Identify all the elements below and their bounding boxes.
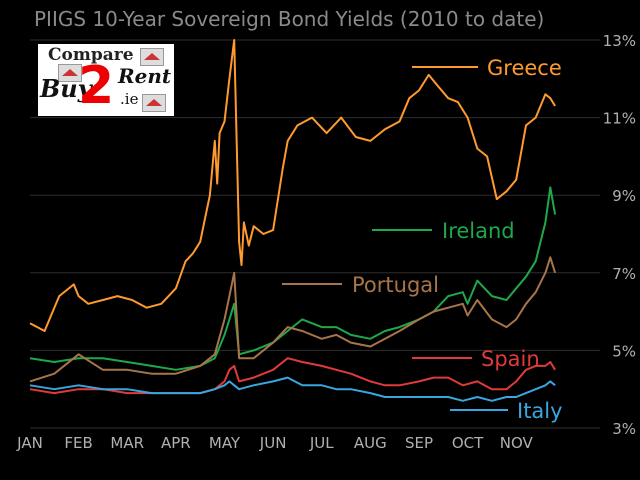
series-lines: [29, 39, 557, 402]
y-tick-label: 7%: [612, 265, 636, 283]
house-icon: [140, 48, 164, 66]
legend-label-greece: Greece: [487, 56, 562, 80]
logo-ie-text: .ie: [120, 90, 139, 108]
legend-label-spain: Spain: [481, 347, 540, 371]
house-icon: [58, 64, 82, 82]
compare-buy2rent-logo: Compare Buy 2 Rent .ie: [38, 44, 174, 116]
chart-title: PIIGS 10-Year Sovereign Bond Yields (201…: [34, 7, 544, 31]
series-line-italy: [29, 376, 556, 402]
legend-label-portugal: Portugal: [352, 273, 439, 297]
x-tick-label: AUG: [354, 434, 387, 452]
legend-label-ireland: Ireland: [442, 219, 515, 243]
x-tick-label: OCT: [452, 434, 484, 452]
y-axis-ticks: 13% 11% 9% 7% 5% 3%: [603, 32, 636, 438]
x-tick-label: JAN: [16, 434, 43, 452]
logo-rent-text: Rent: [118, 64, 172, 88]
y-tick-label: 3%: [612, 420, 636, 438]
x-tick-label: FEB: [64, 434, 92, 452]
logo-compare-text: Compare: [48, 45, 134, 65]
x-tick-label: APR: [161, 434, 191, 452]
x-tick-label: MAR: [110, 434, 144, 452]
x-tick-label: MAY: [209, 434, 241, 452]
x-axis-ticks: JAN FEB MAR APR MAY JUN JUL AUG SEP OCT NOV: [16, 434, 533, 452]
legend-labels: Greece Ireland Portugal Spain Italy: [282, 56, 563, 423]
x-tick-label: JUL: [309, 434, 334, 452]
series-line-spain: [29, 357, 556, 395]
x-tick-label: NOV: [500, 434, 534, 452]
y-tick-label: 11%: [603, 110, 636, 128]
y-tick-label: 5%: [612, 342, 636, 360]
series-line-ireland: [29, 186, 557, 371]
series-line-portugal: [29, 256, 557, 383]
logo-buy-text: Buy: [40, 74, 92, 103]
house-icon: [142, 94, 166, 112]
x-tick-label: SEP: [405, 434, 433, 452]
y-tick-label: 9%: [612, 187, 636, 205]
gridlines: [30, 39, 600, 429]
legend-label-italy: Italy: [517, 399, 563, 423]
y-tick-label: 13%: [603, 32, 636, 50]
series-line-greece: [29, 39, 556, 332]
x-tick-label: JUN: [259, 434, 287, 452]
logo-two-text: 2: [78, 56, 115, 116]
